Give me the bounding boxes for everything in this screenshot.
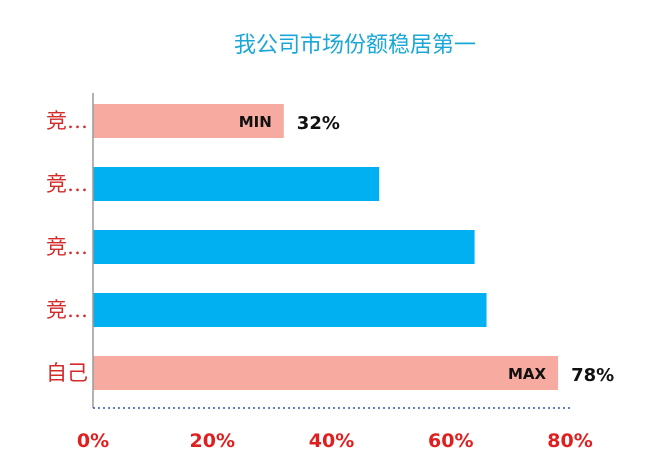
chart-title: 我公司市场份额稳居第一 [234,33,476,58]
x-tick-label: 0% [77,430,109,452]
bar-inner-label: MIN [239,113,272,131]
category-label: 竞… [46,172,88,196]
x-tick-label: 20% [190,430,235,452]
bar-value-label: 32% [297,113,340,134]
bars-layer: 竞… MIN 32% 竞… 竞… 竞… 自己 MAX 78% [46,104,614,390]
bar [93,293,487,327]
bar [93,230,475,264]
x-tick-label: 60% [428,430,473,452]
bar-inner-label: MAX [508,365,547,383]
x-tick-label: 80% [547,430,592,452]
bar [93,104,284,138]
category-label: 竞… [46,109,88,133]
x-tick-labels: 0% 20% 40% 60% 80% [77,430,593,452]
bar-value-label: 78% [571,365,614,386]
category-label: 竞… [46,235,88,259]
category-label: 竞… [46,298,88,322]
category-label: 自己 [46,361,88,385]
bar [93,356,559,390]
bar [93,167,380,201]
x-tick-label: 40% [309,430,354,452]
